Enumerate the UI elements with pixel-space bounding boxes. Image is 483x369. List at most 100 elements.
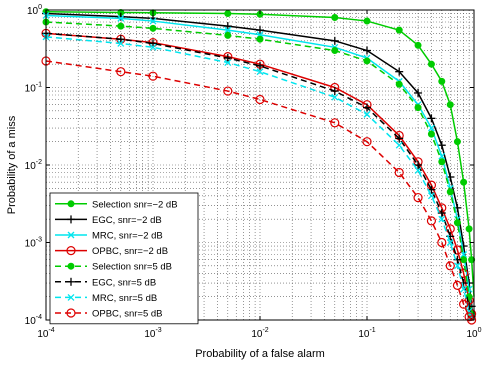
- legend-entry: Selection snr=5 dB: [55, 262, 172, 273]
- legend-entry: OPBC, snr=−2 dB: [55, 246, 168, 257]
- series-0: [42, 8, 476, 297]
- series-4: [42, 18, 476, 321]
- data-point: [395, 67, 404, 76]
- data-point: [446, 188, 454, 196]
- data-point: [437, 237, 447, 248]
- data-point: [438, 77, 446, 85]
- data-point: [460, 178, 468, 186]
- legend-label: EGC, snr=−2 dB: [92, 215, 162, 226]
- data-point: [116, 67, 126, 77]
- data-point: [414, 41, 422, 49]
- data-point: [414, 167, 422, 174]
- data-point: [414, 161, 423, 169]
- data-point: [331, 14, 339, 22]
- axis-ticks: 10-4 10-3 10-2 10-1 100 10-4 10-3 10-2 10-1 100: [25, 4, 482, 340]
- data-point: [363, 17, 371, 25]
- legend-marker: [67, 231, 75, 239]
- data-point: [453, 138, 461, 146]
- data-point: [395, 80, 403, 88]
- data-point: [331, 47, 339, 55]
- data-point: [224, 59, 232, 66]
- data-point: [149, 43, 157, 51]
- legend-label: Selection snr=5 dB: [92, 262, 172, 273]
- data-point: [256, 68, 264, 76]
- data-point: [395, 134, 404, 143]
- data-point: [394, 167, 404, 178]
- data-point: [426, 216, 437, 226]
- legend-label: OPBC, snr=5 dB: [92, 309, 163, 320]
- legend-label: Selection snr=−2 dB: [92, 199, 178, 210]
- series-6: [42, 33, 476, 321]
- data-point: [446, 239, 454, 246]
- data-point: [117, 22, 125, 30]
- legend-label: EGC, snr=5 dB: [92, 277, 156, 288]
- data-point: [223, 86, 233, 96]
- data-point: [465, 302, 474, 311]
- data-point: [223, 22, 232, 31]
- data-point: [116, 35, 125, 44]
- data-point: [438, 215, 446, 223]
- data-point: [465, 225, 473, 233]
- legend-marker: [67, 277, 75, 286]
- data-point: [468, 256, 476, 264]
- data-point: [414, 88, 423, 97]
- y-axis-label: Probability of a miss: [6, 115, 18, 214]
- legend: Selection snr=−2 dB EGC, snr=−2 dB MRC, sn…: [49, 192, 199, 325]
- y-tick-label: 10-4: [25, 314, 42, 327]
- y-tick-label: 10-3: [25, 237, 42, 250]
- data-point: [437, 141, 446, 150]
- data-point: [427, 130, 435, 138]
- data-point: [438, 158, 446, 166]
- data-point: [437, 209, 446, 218]
- series-line: [45, 36, 475, 321]
- legend-marker: [67, 200, 75, 208]
- legend-marker: [67, 215, 75, 224]
- legend-label: MRC, snr=5 dB: [92, 293, 157, 304]
- data-point: [224, 26, 232, 34]
- data-point: [459, 242, 468, 251]
- data-point: [427, 124, 435, 132]
- legend-marker: [66, 246, 76, 256]
- data-point: [149, 24, 157, 32]
- series-layer: [41, 8, 477, 325]
- x-axis-label: Probability of a false alarm: [195, 348, 325, 360]
- data-point: [427, 192, 435, 200]
- data-point: [453, 219, 461, 227]
- legend-label: OPBC, snr=−2 dB: [92, 246, 168, 257]
- data-point: [363, 57, 371, 65]
- data-point: [363, 103, 371, 112]
- data-point: [427, 60, 435, 68]
- data-point: [414, 104, 422, 112]
- data-point: [460, 256, 468, 264]
- data-point: [453, 255, 462, 264]
- data-point: [256, 61, 264, 70]
- data-point: [148, 71, 158, 81]
- data-point: [116, 12, 125, 21]
- x-tick-label: 10-4: [37, 327, 54, 340]
- data-point: [438, 152, 446, 160]
- y-tick-label: 10-1: [25, 82, 42, 95]
- x-tick-label: 10-2: [251, 327, 268, 340]
- legend-entry: EGC, snr=−2 dB: [55, 215, 162, 226]
- data-point: [362, 137, 372, 147]
- y-tick-label: 10-2: [25, 159, 42, 172]
- legend-label: MRC, snr=−2 dB: [92, 231, 163, 242]
- data-point: [363, 46, 371, 55]
- data-point: [149, 39, 157, 48]
- data-point: [453, 262, 461, 270]
- data-point: [224, 10, 232, 18]
- legend-entry: MRC, snr=5 dB: [55, 293, 157, 304]
- data-point: [395, 26, 403, 34]
- legend-entry: Selection snr=−2 dB: [55, 199, 178, 210]
- data-point: [460, 251, 468, 258]
- x-tick-label: 10-3: [144, 327, 161, 340]
- data-point: [330, 118, 340, 128]
- x-tick-label: 10-1: [358, 327, 375, 340]
- data-point: [117, 14, 125, 22]
- legend-marker: [67, 262, 75, 270]
- data-point: [459, 299, 469, 309]
- y-tick-label: 100: [27, 4, 42, 17]
- data-point: [446, 101, 454, 109]
- data-point: [223, 54, 232, 63]
